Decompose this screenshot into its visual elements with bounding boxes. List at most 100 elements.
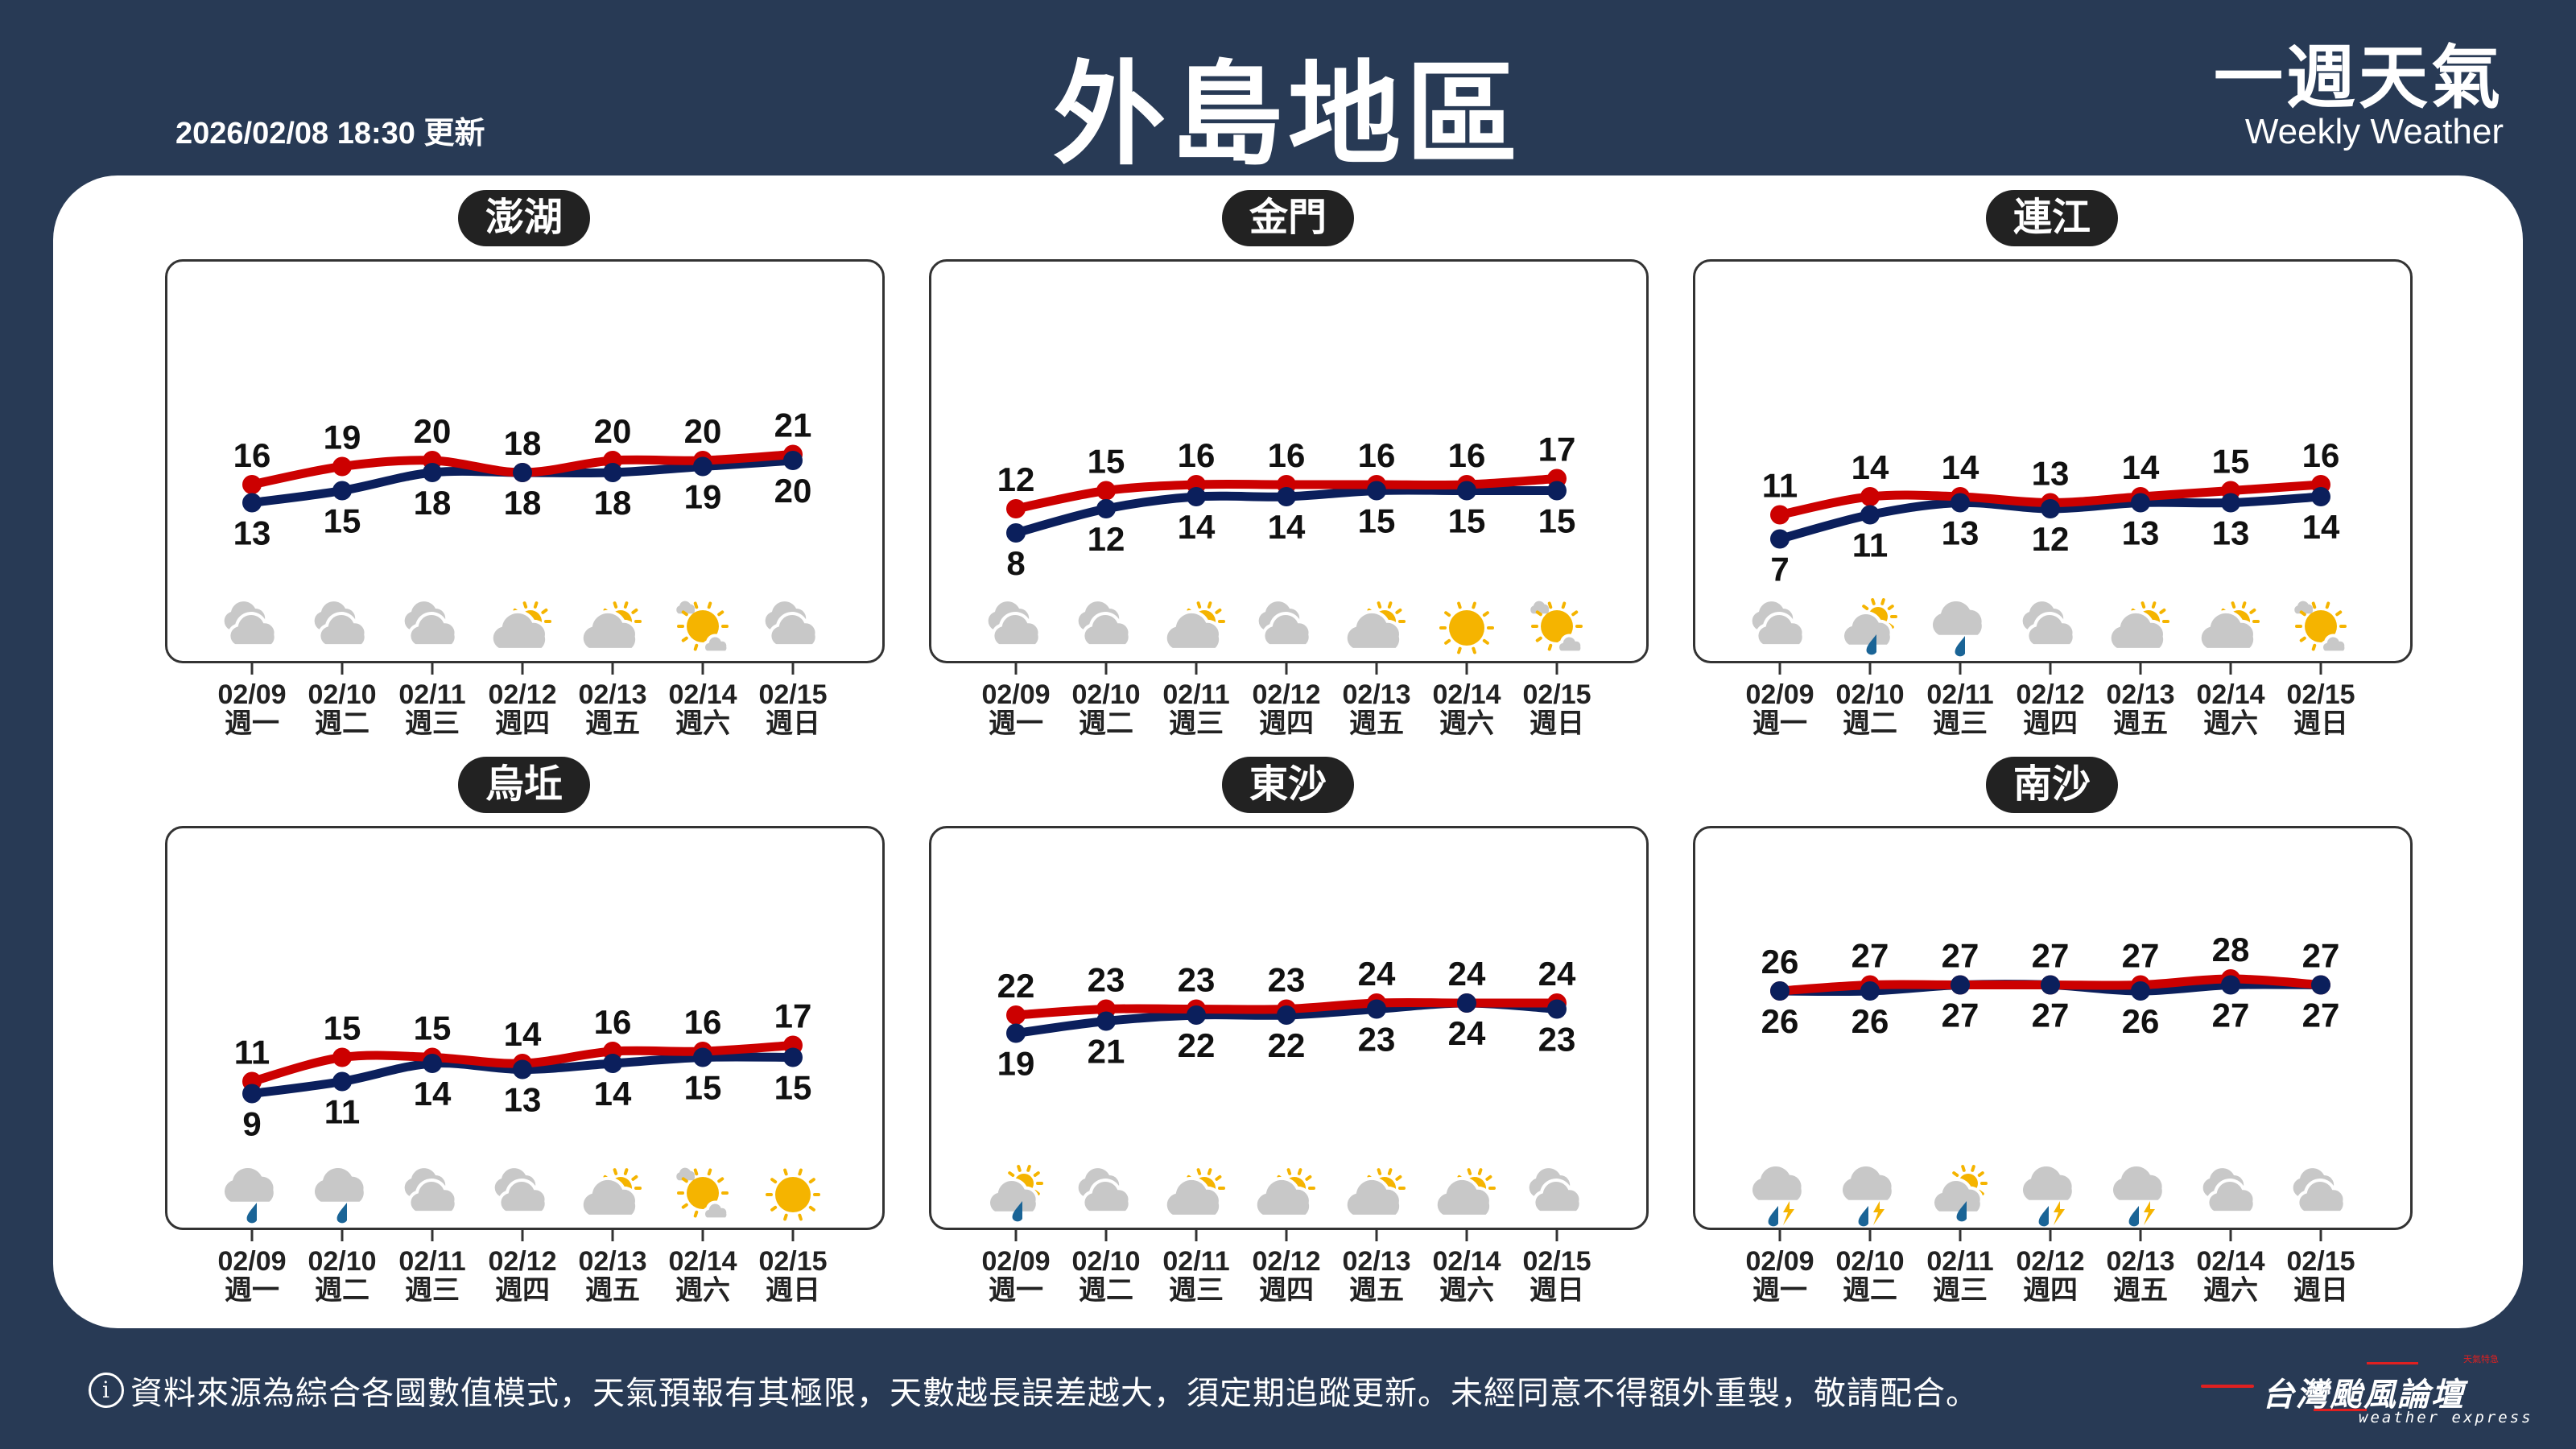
high-temp-label: 15 — [2212, 443, 2250, 481]
weekday-label: 週五 — [1349, 708, 1404, 739]
date-label: 02/11 — [398, 1246, 465, 1277]
date-label: 02/14 — [668, 1246, 737, 1277]
high-temp-label: 12 — [997, 460, 1035, 498]
date-label: 02/10 — [308, 679, 376, 710]
date-label: 02/12 — [1252, 1246, 1320, 1277]
weekday-label: 週日 — [1530, 708, 1584, 739]
sunny-cloud-icon — [676, 601, 730, 654]
low-temp-point — [423, 463, 442, 482]
weekday-label: 週五 — [585, 708, 640, 739]
high-temp-label: 13 — [2032, 455, 2070, 493]
high-temp-label: 27 — [1852, 937, 1889, 975]
date-label: 02/12 — [488, 1246, 556, 1277]
low-temp-label: 15 — [324, 502, 361, 540]
date-label: 02/14 — [668, 679, 737, 710]
high-temp-label: 14 — [2122, 448, 2160, 486]
low-temp-label: 13 — [1942, 514, 1979, 552]
partly-cloudy-icon — [580, 1168, 642, 1218]
date-label: 02/10 — [308, 1246, 376, 1277]
cloudy-icon — [2022, 601, 2076, 648]
logo-sub: weather express — [2359, 1409, 2533, 1426]
weekday-label: 週一 — [225, 1275, 279, 1306]
partly-rain-icon — [1841, 598, 1897, 655]
low-temp-label: 18 — [504, 484, 542, 522]
low-temp-point — [1547, 999, 1567, 1019]
weekday-label: 週三 — [1169, 708, 1224, 739]
weekday-label: 週一 — [1752, 1275, 1807, 1306]
low-temp-point — [2311, 975, 2330, 995]
date-label: 02/13 — [1342, 679, 1410, 710]
low-temp-label: 8 — [1006, 544, 1025, 582]
low-temp-point — [1187, 1005, 1206, 1025]
chart-box — [165, 826, 885, 1230]
date-label: 02/10 — [1071, 679, 1140, 710]
low-temp-point — [423, 1054, 442, 1073]
low-temp-label: 11 — [1852, 526, 1888, 564]
partly-cloudy-icon — [580, 601, 642, 651]
low-temp-point — [1457, 481, 1476, 501]
high-temp-label: 27 — [2302, 937, 2340, 975]
footer: i 資料來源為綜合各國數值模式，天氣預報有其極限，天數越長誤差越大，須定期追蹤更… — [89, 1367, 1979, 1414]
partly-cloudy-icon — [1253, 1168, 1315, 1218]
logo: 天氣特急 台灣颱風論壇 weather express — [2198, 1352, 2536, 1441]
partly-cloudy-icon — [2107, 601, 2169, 651]
low-temp-point — [513, 1059, 532, 1080]
partly-rain-icon — [1931, 1165, 1988, 1222]
low-temp-label: 11 — [324, 1093, 360, 1131]
weekday-label: 週二 — [1843, 1275, 1897, 1306]
low-temp-label: 23 — [1538, 1021, 1576, 1059]
low-temp-point — [2041, 975, 2060, 995]
high-temp-label: 16 — [1268, 436, 1306, 474]
low-temp-label: 27 — [1942, 997, 1979, 1034]
low-temp-label: 20 — [774, 472, 812, 510]
low-temp-label: 12 — [1088, 520, 1125, 558]
cloudy-icon — [404, 601, 458, 648]
weekday-label: 週日 — [766, 1275, 820, 1306]
date-label: 02/14 — [2196, 1246, 2264, 1277]
high-temp-label: 16 — [1358, 436, 1396, 474]
low-temp-point — [2131, 981, 2150, 1001]
high-temp-label: 20 — [684, 412, 722, 450]
date-label: 02/12 — [2016, 1246, 2084, 1277]
date-label: 02/15 — [2286, 1246, 2355, 1277]
weekday-label: 週二 — [1843, 708, 1897, 739]
high-temp-label: 26 — [1761, 943, 1799, 980]
weekday-label: 週五 — [2113, 708, 2168, 739]
low-temp-label: 27 — [2212, 997, 2250, 1034]
low-temp-point — [242, 493, 262, 513]
low-temp-point — [1096, 499, 1116, 518]
weekday-label: 週日 — [2293, 708, 2348, 739]
date-label: 02/14 — [1432, 1246, 1501, 1277]
low-temp-point — [1367, 481, 1386, 501]
date-label: 02/13 — [578, 1246, 646, 1277]
low-temp-point — [332, 1071, 352, 1092]
date-label: 02/15 — [1522, 679, 1591, 710]
low-temp-label: 13 — [2122, 514, 2160, 552]
cloudy-icon — [314, 601, 368, 648]
high-temp-label: 15 — [414, 1009, 452, 1047]
partly-rain-icon — [987, 1165, 1043, 1222]
low-temp-label: 13 — [504, 1081, 542, 1119]
low-temp-label: 7 — [1770, 551, 1789, 588]
date-label: 02/11 — [398, 679, 465, 710]
low-temp-point — [1277, 487, 1296, 506]
weekday-label: 週五 — [2113, 1275, 2168, 1306]
low-temp-label: 14 — [1178, 508, 1216, 546]
high-temp-label: 23 — [1178, 961, 1216, 999]
low-temp-label: 26 — [1852, 1002, 1889, 1040]
weekday-label: 週二 — [1079, 708, 1133, 739]
low-temp-label: 22 — [1178, 1026, 1216, 1064]
region-name: 金門 — [1221, 190, 1355, 246]
low-temp-point — [2131, 493, 2150, 513]
date-label: 02/15 — [2286, 679, 2355, 710]
date-label: 02/11 — [1926, 679, 1993, 710]
cloudy-icon — [1078, 1168, 1132, 1215]
high-temp-label: 23 — [1268, 961, 1306, 999]
region-name: 澎湖 — [457, 190, 591, 246]
low-temp-label: 18 — [414, 484, 452, 522]
partly-cloudy-icon — [2198, 601, 2260, 651]
high-temp-label: 18 — [504, 424, 542, 462]
rain-icon — [315, 1167, 364, 1224]
